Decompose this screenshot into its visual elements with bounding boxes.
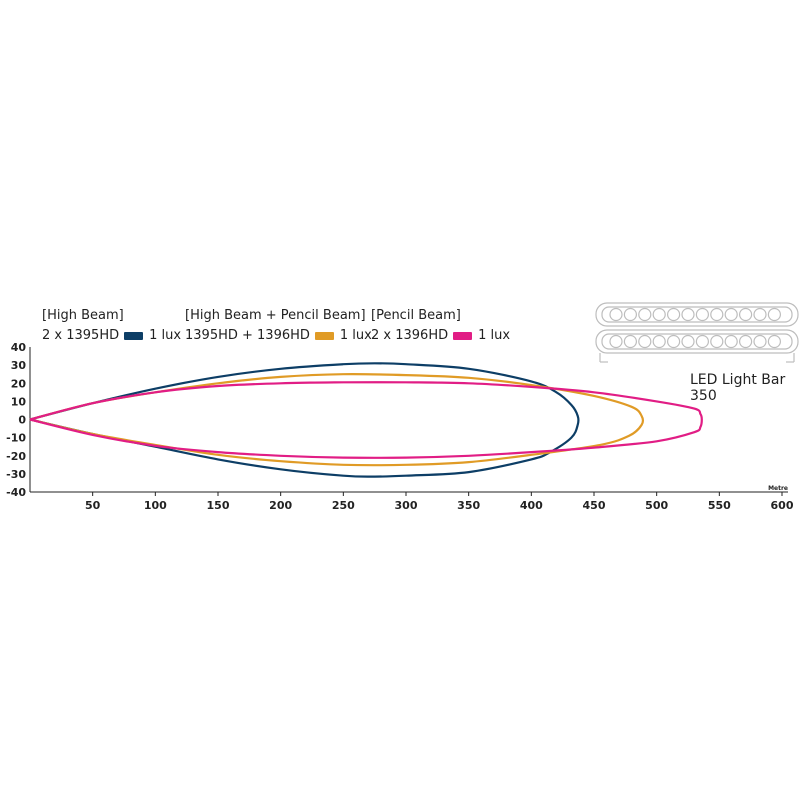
beam-series-1 [29, 373, 645, 467]
beam-series-0 [29, 362, 580, 478]
legend-label: 1 lux [149, 328, 182, 343]
legend-model: 2 x 1396HD [371, 328, 449, 343]
legend-swatch [124, 332, 144, 340]
y-tick-label: 20 [11, 377, 27, 390]
legend-high-plus-pencil-beam: [High Beam + Pencil Beam] 1395HD + 1396H… [185, 306, 372, 346]
x-tick-label: 200 [269, 499, 292, 512]
x-tick-label: 400 [520, 499, 543, 512]
x-tick-label: 50 [85, 499, 101, 512]
x-tick-label: 350 [457, 499, 480, 512]
product-label: LED Light Bar 350 [690, 372, 786, 404]
legend-model: 1395HD + 1396HD [185, 328, 310, 343]
legend-swatch [314, 332, 334, 340]
x-tick-label: 550 [708, 499, 731, 512]
x-tick-label: 150 [207, 499, 230, 512]
legend-model: 2 x 1395HD [42, 328, 120, 343]
x-tick-label: 450 [583, 499, 606, 512]
x-tick-label: 250 [332, 499, 355, 512]
legend-swatch [453, 332, 473, 340]
legend-title: [Pencil Beam] [371, 308, 461, 323]
x-tick-label: 100 [144, 499, 167, 512]
legend-row: 1395HD + 1396HD 1 lux [185, 326, 372, 346]
legend-label: 1 lux [478, 328, 511, 343]
series-layer [29, 362, 703, 478]
y-tick-label: 40 [11, 341, 27, 354]
legend-row: 2 x 1395HD 1 lux [42, 326, 181, 346]
legend-high-beam: [High Beam] 2 x 1395HD 1 lux [42, 306, 181, 346]
legend-title: [High Beam + Pencil Beam] [185, 308, 366, 323]
x-tick-label: 300 [395, 499, 418, 512]
light-bar-icon [595, 302, 799, 363]
y-tick-label: 30 [11, 359, 27, 372]
legend-row: 2 x 1396HD 1 lux [371, 326, 510, 346]
x-unit-label: Metre [768, 485, 788, 492]
x-tick-label: 600 [771, 499, 794, 512]
y-tick-label: -10 [6, 432, 26, 445]
y-tick-label: 0 [18, 414, 26, 427]
legend-label: 1 lux [339, 328, 372, 343]
x-tick-label: 500 [645, 499, 668, 512]
y-tick-label: -30 [6, 468, 26, 481]
y-ticks: 40 30 20 10 0 -10 -20 -30 -40 [6, 341, 26, 499]
y-tick-label: -40 [6, 486, 26, 499]
x-ticks: 50 100 150 200 250 300 350 400 450 500 550 600 [85, 492, 794, 512]
beam-series-2 [29, 381, 703, 459]
y-tick-label: 10 [11, 395, 27, 408]
y-tick-label: -20 [6, 450, 26, 463]
legend-title: [High Beam] [42, 308, 124, 323]
legend-pencil-beam: [Pencil Beam] 2 x 1396HD 1 lux [371, 306, 510, 346]
